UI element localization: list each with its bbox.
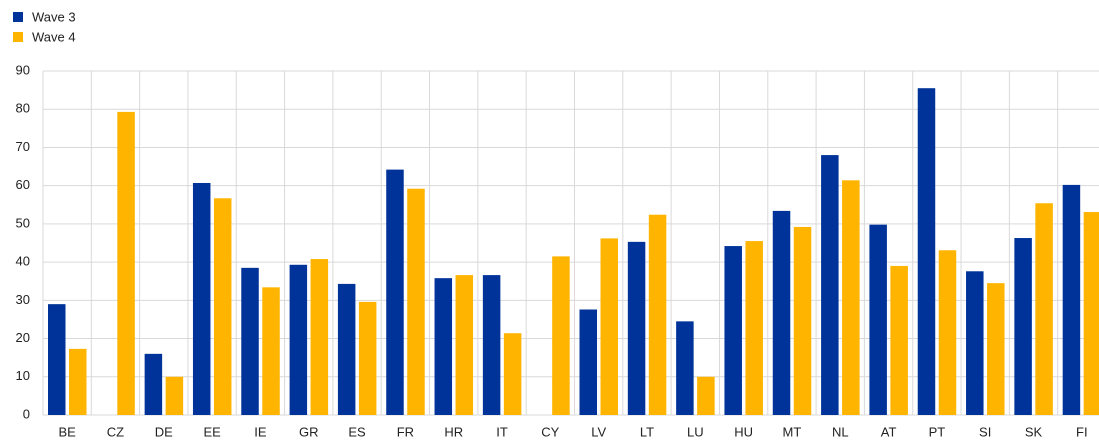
y-tick-label: 70	[16, 139, 30, 154]
bar	[697, 376, 715, 415]
bar	[48, 304, 66, 415]
x-tick-label: IT	[496, 424, 508, 439]
bar	[386, 169, 404, 415]
x-tick-label: IE	[254, 424, 267, 439]
bar	[358, 301, 377, 415]
bar	[600, 238, 618, 415]
y-tick-label: 10	[16, 368, 30, 383]
bar	[241, 267, 259, 415]
bar	[192, 182, 211, 415]
x-tick-label: ES	[348, 424, 366, 439]
bar	[455, 275, 474, 415]
y-tick-label: 30	[16, 292, 30, 307]
legend-label: Wave 4	[32, 29, 76, 44]
legend-swatch	[13, 12, 23, 22]
bar	[503, 333, 522, 415]
bar	[144, 353, 163, 415]
y-tick-label: 0	[23, 406, 30, 421]
bar	[793, 226, 812, 415]
bar	[745, 241, 763, 415]
x-tick-label: MT	[783, 424, 802, 439]
bar	[987, 283, 1005, 415]
bar	[213, 198, 232, 415]
bar	[966, 271, 984, 415]
bar	[117, 111, 135, 416]
x-tick-label: NL	[832, 424, 849, 439]
x-tick-label: LU	[687, 424, 704, 439]
x-tick-label: SK	[1025, 424, 1043, 439]
bar	[917, 88, 936, 415]
x-tick-label: CZ	[107, 424, 124, 439]
bar	[1035, 203, 1053, 415]
bar	[627, 241, 646, 415]
bar	[289, 264, 308, 415]
x-tick-label: HU	[734, 424, 753, 439]
y-tick-label: 80	[16, 101, 30, 116]
x-tick-label: LV	[591, 424, 606, 439]
x-tick-label: EE	[203, 424, 221, 439]
bar	[842, 180, 860, 415]
bar	[165, 376, 184, 415]
x-tick-label: FR	[397, 424, 414, 439]
y-tick-label: 40	[16, 254, 30, 269]
bar	[407, 188, 425, 415]
x-tick-label: LT	[640, 424, 654, 439]
x-tick-label: AT	[881, 424, 897, 439]
bar	[869, 224, 887, 415]
legend-label: Wave 3	[32, 9, 76, 24]
bar	[262, 287, 280, 415]
y-tick-label: 20	[16, 330, 30, 345]
bar	[938, 250, 957, 415]
x-tick-label: DE	[155, 424, 173, 439]
bar	[821, 155, 839, 416]
x-tick-label: FI	[1076, 424, 1088, 439]
x-tick-label: CY	[541, 424, 559, 439]
x-tick-label: SI	[979, 424, 991, 439]
bar	[890, 265, 908, 415]
x-tick-label: BE	[58, 424, 76, 439]
bar	[310, 259, 329, 415]
bar	[337, 283, 356, 415]
bar	[724, 246, 742, 415]
x-tick-label: PT	[929, 424, 946, 439]
bar	[1014, 238, 1032, 415]
bar	[69, 348, 87, 415]
bar	[772, 210, 791, 415]
bar	[648, 214, 667, 415]
bar	[482, 275, 501, 415]
bar	[434, 278, 453, 415]
bar	[676, 321, 694, 415]
bar	[552, 256, 570, 415]
y-tick-label: 60	[16, 177, 30, 192]
y-tick-label: 90	[16, 62, 30, 77]
x-tick-label: HR	[444, 424, 463, 439]
y-tick-label: 50	[16, 215, 30, 230]
legend-swatch	[13, 32, 23, 42]
bar	[579, 309, 597, 415]
bar	[1062, 184, 1081, 415]
bar	[1083, 212, 1099, 415]
x-tick-label: GR	[299, 424, 319, 439]
